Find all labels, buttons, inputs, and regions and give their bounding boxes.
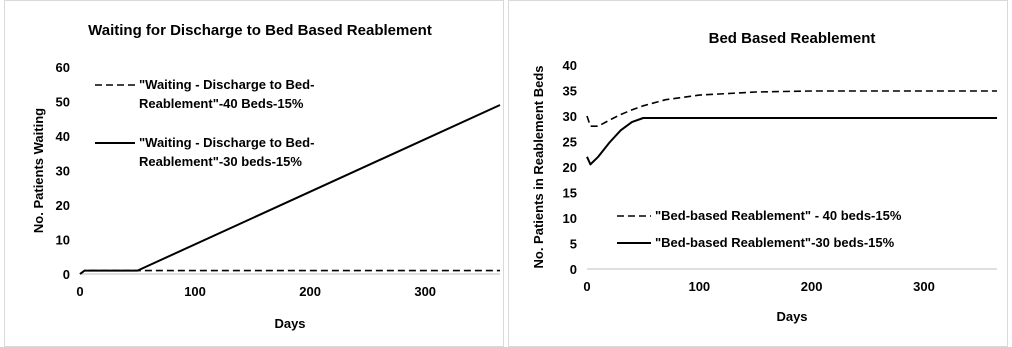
legend-label-2: "Bed-based Reablement"-30 beds-15% [655,235,895,250]
legend-label-2: Reablement"-30 beds-15% [139,154,302,169]
x-axis-label: Days [776,309,807,324]
y-tick-label: 5 [570,237,577,252]
legend-label-2: "Waiting - Discharge to Bed- [139,135,314,150]
legend-label-1: Reablement"-40 Beds-15% [139,96,304,111]
x-tick-label: 0 [583,279,590,294]
y-axis-label: No. Patients in Reablement Beds [531,66,546,269]
y-tick-label: 40 [563,58,577,73]
chart-svg-waiting: Waiting for Discharge to Bed Based Reabl… [31,22,501,331]
y-tick-label: 25 [563,135,577,150]
y-tick-label: 35 [563,84,577,99]
chart-title: Waiting for Discharge to Bed Based Reabl… [88,22,432,39]
x-tick-label: 100 [688,279,710,294]
y-tick-label: 60 [56,60,70,75]
y-tick-label: 0 [63,267,70,282]
y-tick-label: 30 [56,164,70,179]
x-axis-label: Days [274,316,305,331]
x-tick-label: 300 [414,284,436,299]
y-tick-label: 20 [56,198,70,213]
y-tick-label: 0 [570,262,577,277]
x-tick-label: 0 [76,284,83,299]
y-axis-label: No. Patients Waiting [31,108,46,233]
y-tick-label: 15 [563,186,577,201]
x-tick-label: 200 [299,284,321,299]
chart-panel-reablement: Bed Based Reablement 0 5 10 15 20 25 30 35 40 0 100… [508,0,1008,347]
y-tick-label: 10 [563,211,577,226]
chart-title: Bed Based Reablement [709,30,876,47]
series-line-1 [79,269,500,275]
x-tick-label: 100 [184,284,206,299]
legend-label-1: "Bed-based Reablement" - 40 beds-15% [655,208,902,223]
chart-svg-reablement: Bed Based Reablement 0 5 10 15 20 25 30 35 40 0 100… [531,30,997,324]
y-tick-label: 10 [56,233,70,248]
x-tick-label: 200 [801,279,823,294]
legend-label-1: "Waiting - Discharge to Bed- [139,77,314,92]
y-tick-label: 50 [56,95,70,110]
y-tick-label: 20 [563,160,577,175]
series-line-2 [586,117,997,166]
x-tick-label: 300 [913,279,935,294]
y-tick-label: 30 [563,109,577,124]
series-line-1 [586,90,997,127]
y-tick-label: 40 [56,129,70,144]
series-line-2 [79,104,501,275]
chart-panel-waiting: Waiting for Discharge to Bed Based Reabl… [4,0,504,347]
